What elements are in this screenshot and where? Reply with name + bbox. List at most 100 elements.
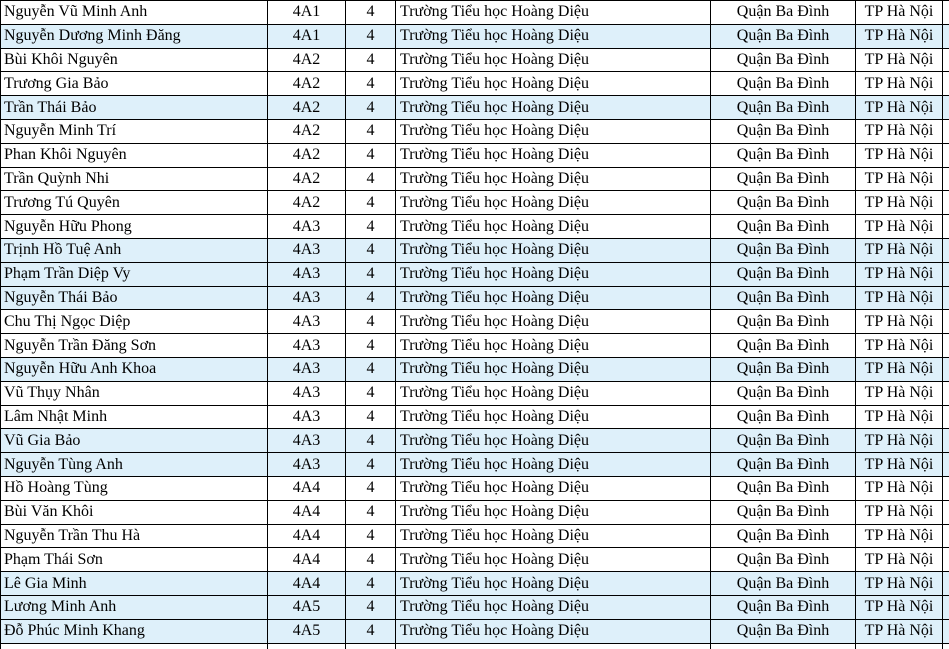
school-cell: Trường Tiểu học Hoàng Diệu [395, 214, 711, 239]
grade-cell: 4 [345, 594, 396, 620]
city-cell: TP Hà Nội [855, 71, 943, 97]
school-cell: Trường Tiểu học Hoàng Diệu [395, 190, 711, 216]
clipped-cell [942, 214, 949, 239]
city-cell: TP Hà Nội [855, 285, 943, 311]
table-row: Vũ Thụy Nhân 4A3 4 Trường Tiểu học Hoàng Di… [0, 380, 949, 406]
school-cell: Trường Tiểu học Hoàng Diệu [395, 261, 711, 287]
city-cell: TP Hà Nội [855, 404, 943, 430]
school-cell: Trường Tiểu học Hoàng Diệu [395, 0, 711, 25]
school-cell: Trường Tiểu học Hoàng Diệu [395, 142, 711, 168]
clipped-cell [942, 285, 949, 311]
school-cell: Trường Tiểu học Hoàng Diệu [395, 166, 711, 192]
name-cell: Trần Quỳnh Nhi [0, 166, 268, 192]
empty-cell [855, 642, 943, 649]
city-cell: TP Hà Nội [855, 166, 943, 192]
name-cell: Hồ Hoàng Tùng [0, 475, 268, 501]
grade-cell: 4 [345, 166, 396, 192]
clipped-cell [942, 166, 949, 192]
table-row: Nguyễn Minh Trí 4A2 4 Trường Tiểu học Hoàng… [0, 118, 949, 144]
city-cell: TP Hà Nội [855, 261, 943, 287]
table-row: Nguyễn Tùng Anh 4A3 4 Trường Tiểu học Hoàng… [0, 452, 949, 477]
district-cell: Quận Ba Đình [710, 356, 856, 382]
clipped-cell [942, 333, 949, 358]
empty-cell [345, 642, 396, 649]
school-cell: Trường Tiểu học Hoàng Diệu [395, 95, 711, 120]
class-cell: 4A2 [267, 71, 346, 97]
class-cell: 4A3 [267, 452, 346, 477]
class-cell: 4A4 [267, 571, 346, 596]
name-cell: Nguyễn Hữu Phong [0, 214, 268, 239]
grade-cell: 4 [345, 547, 396, 573]
clipped-cell [942, 452, 949, 477]
district-cell: Quận Ba Đình [710, 523, 856, 549]
name-cell: Lâm Nhật Minh [0, 404, 268, 430]
table-row: Lương Minh Anh 4A5 4 Trường Tiểu học Hoàng … [0, 594, 949, 620]
school-cell: Trường Tiểu học Hoàng Diệu [395, 571, 711, 596]
name-cell: Nguyễn Hữu Anh Khoa [0, 356, 268, 382]
clipped-cell [942, 499, 949, 525]
class-cell: 4A2 [267, 190, 346, 216]
clipped-cell [942, 571, 949, 596]
name-cell: Đỗ Phúc Minh Khang [0, 618, 268, 644]
school-cell: Trường Tiểu học Hoàng Diệu [395, 71, 711, 97]
class-cell: 4A2 [267, 95, 346, 120]
school-cell: Trường Tiểu học Hoàng Diệu [395, 428, 711, 454]
class-cell: 4A3 [267, 428, 346, 454]
city-cell: TP Hà Nội [855, 571, 943, 596]
clipped-cell [942, 237, 949, 263]
class-cell: 4A1 [267, 0, 346, 25]
class-cell: 4A3 [267, 285, 346, 311]
school-cell: Trường Tiểu học Hoàng Diệu [395, 523, 711, 549]
name-cell: Nguyễn Trần Thu Hà [0, 523, 268, 549]
city-cell: TP Hà Nội [855, 499, 943, 525]
school-cell: Trường Tiểu học Hoàng Diệu [395, 475, 711, 501]
city-cell: TP Hà Nội [855, 380, 943, 406]
table-row: Phạm Thái Sơn 4A4 4 Trường Tiểu học Hoàng D… [0, 547, 949, 573]
class-cell: 4A3 [267, 356, 346, 382]
name-cell: Nguyễn Minh Trí [0, 118, 268, 144]
city-cell: TP Hà Nội [855, 356, 943, 382]
district-cell: Quận Ba Đình [710, 118, 856, 144]
class-cell: 4A3 [267, 404, 346, 430]
school-cell: Trường Tiểu học Hoàng Diệu [395, 237, 711, 263]
class-cell: 4A5 [267, 594, 346, 620]
district-cell: Quận Ba Đình [710, 428, 856, 454]
grade-cell: 4 [345, 47, 396, 73]
district-cell: Quận Ba Đình [710, 190, 856, 216]
table-row: Phạm Trần Diệp Vy 4A3 4 Trường Tiểu học Hoà… [0, 261, 949, 287]
clipped-cell [942, 23, 949, 49]
class-cell: 4A2 [267, 47, 346, 73]
city-cell: TP Hà Nội [855, 523, 943, 549]
grade-cell: 4 [345, 452, 396, 477]
city-cell: TP Hà Nội [855, 475, 943, 501]
clipped-cell [942, 0, 949, 25]
school-cell: Trường Tiểu học Hoàng Diệu [395, 547, 711, 573]
district-cell: Quận Ba Đình [710, 547, 856, 573]
empty-cell [710, 642, 856, 649]
city-cell: TP Hà Nội [855, 237, 943, 263]
city-cell: TP Hà Nội [855, 309, 943, 335]
clipped-cell [942, 594, 949, 620]
city-cell: TP Hà Nội [855, 23, 943, 49]
table-row: Trương Gia Bảo 4A2 4 Trường Tiểu học Hoàng … [0, 71, 949, 97]
grade-cell: 4 [345, 523, 396, 549]
city-cell: TP Hà Nội [855, 142, 943, 168]
grade-cell: 4 [345, 380, 396, 406]
clipped-cell [942, 618, 949, 644]
table-row: Hồ Hoàng Tùng 4A4 4 Trường Tiểu học Hoàng D… [0, 475, 949, 501]
district-cell: Quận Ba Đình [710, 475, 856, 501]
table-row: Chu Thị Ngọc Diệp 4A3 4 Trường Tiểu học Hoà… [0, 309, 949, 335]
class-cell: 4A4 [267, 475, 346, 501]
grade-cell: 4 [345, 618, 396, 644]
grade-cell: 4 [345, 428, 396, 454]
clipped-cell [942, 95, 949, 120]
empty-cell [395, 642, 711, 649]
school-cell: Trường Tiểu học Hoàng Diệu [395, 333, 711, 358]
class-cell: 4A3 [267, 309, 346, 335]
clipped-cell [942, 547, 949, 573]
class-cell: 4A4 [267, 547, 346, 573]
clipped-cell [942, 71, 949, 97]
school-cell: Trường Tiểu học Hoàng Diệu [395, 594, 711, 620]
